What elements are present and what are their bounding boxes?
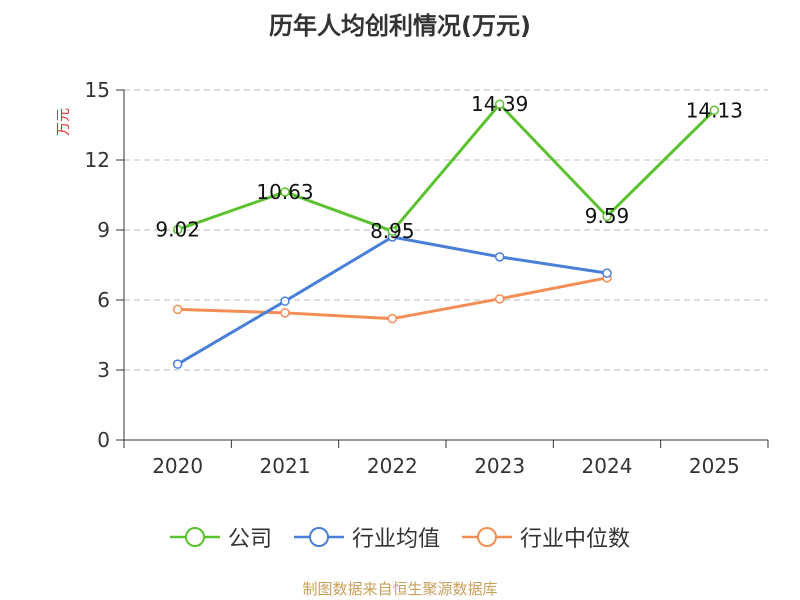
data-label: 8.95: [370, 219, 415, 243]
data-point[interactable]: [602, 211, 612, 221]
data-label: 9.59: [585, 204, 630, 228]
legend-label: 公司: [227, 527, 272, 552]
data-label: 14.39: [471, 92, 528, 116]
legend-label: 行业均值: [351, 527, 440, 552]
series-line-1: [176, 235, 608, 366]
series-line-2: [177, 276, 608, 321]
data-point[interactable]: [494, 294, 505, 304]
y-tick-label: 15: [85, 78, 110, 102]
legend: 公司 行业均值 行业中位数: [0, 520, 800, 554]
source-note: 制图数据来自恒生聚源数据库: [302, 580, 498, 598]
data-point[interactable]: [172, 359, 183, 369]
legend-label: 行业中位数: [520, 527, 631, 552]
legend-marker-icon: [169, 527, 220, 547]
x-tick-label: 2023: [474, 454, 525, 478]
chart-title: 历年人均创利情况(万元): [269, 12, 531, 40]
data-label: 14.13: [686, 98, 743, 122]
data-point[interactable]: [387, 226, 398, 236]
data-point[interactable]: [387, 313, 398, 324]
axes: 0 3 6 9 12 15 2020 2021 2022 2023 2024 2025: [85, 78, 769, 478]
x-tick-label: 2021: [260, 454, 311, 478]
legend-item-2[interactable]: 行业中位数: [462, 521, 630, 553]
data-point[interactable]: [709, 105, 720, 116]
y-tick-label: 12: [85, 148, 110, 172]
x-tick-label: 2024: [582, 454, 633, 478]
y-tick-label: 6: [97, 288, 110, 312]
series-lines: [172, 99, 720, 369]
data-labels: 9.02 10.63 8.95 14.39 9.59 14.13: [155, 92, 743, 243]
data-point[interactable]: [602, 268, 612, 278]
y-tick-label: 9: [97, 218, 110, 242]
x-tick-label: 2020: [152, 454, 203, 478]
series-line-0: [177, 102, 716, 233]
data-point[interactable]: [280, 296, 290, 306]
y-tick-label: 3: [97, 358, 110, 382]
legend-item-1[interactable]: 行业均值: [293, 521, 440, 553]
data-point[interactable]: [172, 224, 183, 235]
y-tick-label: 0: [97, 428, 110, 452]
x-tick-label: 2025: [689, 454, 740, 478]
legend-marker-icon: [293, 527, 344, 547]
x-tick-label: 2022: [367, 454, 418, 478]
y-axis-label: 万元: [56, 108, 72, 136]
data-label: 10.63: [256, 180, 313, 204]
legend-marker-icon: [462, 527, 512, 547]
data-point[interactable]: [494, 252, 505, 262]
data-point[interactable]: [494, 99, 505, 109]
legend-item-0[interactable]: 公司: [169, 521, 272, 553]
grid-lines: [124, 89, 768, 371]
data-point[interactable]: [280, 308, 290, 318]
data-point[interactable]: [280, 187, 290, 197]
data-point[interactable]: [172, 304, 183, 315]
data-label: 9.02: [155, 218, 200, 242]
